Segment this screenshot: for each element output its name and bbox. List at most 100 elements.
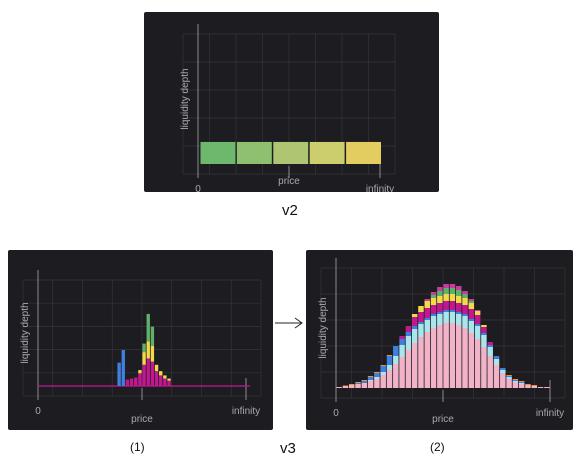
liquidity-bar (418, 324, 424, 337)
liquidity-bar (531, 385, 538, 386)
x-tick-label: infinity (366, 184, 394, 192)
liquidity-bar (125, 379, 130, 386)
liquidity-bar (309, 141, 345, 164)
liquidity-bar (474, 324, 481, 326)
liquidity-bar (129, 378, 134, 386)
liquidity-bar (437, 296, 443, 303)
liquidity-bar (167, 380, 171, 386)
liquidity-bar (367, 380, 374, 381)
liquidity-bar (512, 380, 519, 381)
liquidity-bar (167, 378, 171, 381)
liquidity-bar (518, 382, 525, 383)
v3-chart-1: 0 infinity price liquidity depth (20, 270, 262, 425)
liquidity-bar (500, 368, 506, 370)
liquidity-bar (380, 372, 386, 375)
x-tick-label: infinity (536, 408, 564, 419)
liquidity-bar (336, 387, 342, 388)
liquidity-bar (474, 310, 481, 311)
liquidity-bar (399, 357, 405, 388)
v3-chart-2: 0 infinity price liquidity depth (318, 258, 566, 425)
liquidity-bar (443, 288, 449, 294)
v3-chart-panel-2: 0 infinity price liquidity depth (306, 250, 573, 430)
liquidity-bar (418, 337, 424, 388)
liquidity-bar (405, 332, 412, 336)
liquidity-bar (117, 362, 121, 386)
liquidity-bar (474, 326, 481, 339)
liquidity-bar (159, 375, 163, 386)
liquidity-bar (449, 323, 456, 388)
liquidity-bar (493, 356, 500, 359)
panel-1-caption: (1) (130, 440, 145, 454)
liquidity-bar (474, 311, 481, 315)
liquidity-bar (518, 384, 525, 388)
liquidity-bar (418, 312, 424, 322)
liquidity-bar (468, 321, 475, 333)
x-tick-label: 0 (35, 406, 41, 417)
liquidity-bar (518, 381, 525, 382)
liquidity-bar (342, 385, 349, 386)
liquidity-bar (411, 343, 418, 388)
liquidity-bar (405, 350, 412, 388)
liquidity-bar (411, 326, 418, 329)
liquidity-bar (374, 372, 380, 373)
x-tick-label: 0 (195, 184, 201, 192)
liquidity-bar (455, 290, 462, 296)
liquidity-bar (142, 343, 146, 353)
liquidity-bar (437, 312, 443, 314)
liquidity-bar (455, 303, 462, 312)
liquidity-bar (154, 371, 159, 386)
liquidity-bar (355, 382, 361, 383)
liquidity-bar (361, 383, 368, 388)
liquidity-bar (411, 329, 418, 343)
liquidity-bar (474, 339, 481, 388)
liquidity-bar (200, 141, 236, 164)
liquidity-bar (512, 382, 519, 388)
liquidity-bar (430, 316, 437, 328)
liquidity-bar (146, 358, 150, 386)
liquidity-bar (380, 365, 386, 366)
arrow-right-icon (275, 317, 303, 329)
liquidity-bar (506, 376, 512, 377)
liquidity-bar (437, 291, 443, 296)
liquidity-bar (512, 381, 519, 382)
liquidity-bar (399, 339, 405, 345)
liquidity-bar (430, 298, 437, 305)
liquidity-bar (481, 347, 487, 388)
liquidity-bar (348, 385, 355, 388)
liquidity-bar (380, 375, 386, 388)
liquidity-bar (399, 345, 405, 357)
liquidity-bar (443, 310, 449, 312)
liquidity-bar (468, 333, 475, 388)
liquidity-bar (544, 387, 550, 388)
liquidity-bar (146, 341, 150, 359)
liquidity-bar (367, 381, 374, 388)
liquidity-bar (273, 141, 309, 164)
liquidity-bar (500, 370, 506, 373)
liquidity-bar (443, 301, 449, 310)
liquidity-bar (525, 384, 531, 385)
v3-caption: v3 (280, 440, 296, 457)
liquidity-bar (411, 317, 418, 326)
liquidity-bar (487, 347, 493, 356)
liquidity-bar (437, 303, 443, 312)
liquidity-bar (355, 383, 361, 384)
liquidity-bar (138, 370, 142, 374)
liquidity-bar (142, 352, 146, 365)
liquidity-bar (512, 379, 519, 380)
liquidity-bar (146, 313, 150, 342)
liquidity-bar (462, 291, 468, 294)
liquidity-bar (455, 325, 462, 388)
liquidity-bar (462, 314, 468, 316)
liquidity-bar (518, 383, 525, 384)
liquidity-bar (393, 346, 399, 356)
liquidity-bar (455, 312, 462, 314)
liquidity-bar (437, 325, 443, 388)
liquidity-bar (163, 378, 167, 386)
liquidity-bar (424, 299, 431, 301)
liquidity-bar (443, 323, 449, 388)
liquidity-bar (399, 336, 405, 339)
liquidity-bar (506, 377, 512, 379)
liquidity-bar (361, 380, 368, 381)
liquidity-bar (405, 326, 412, 332)
liquidity-bar (424, 320, 431, 332)
